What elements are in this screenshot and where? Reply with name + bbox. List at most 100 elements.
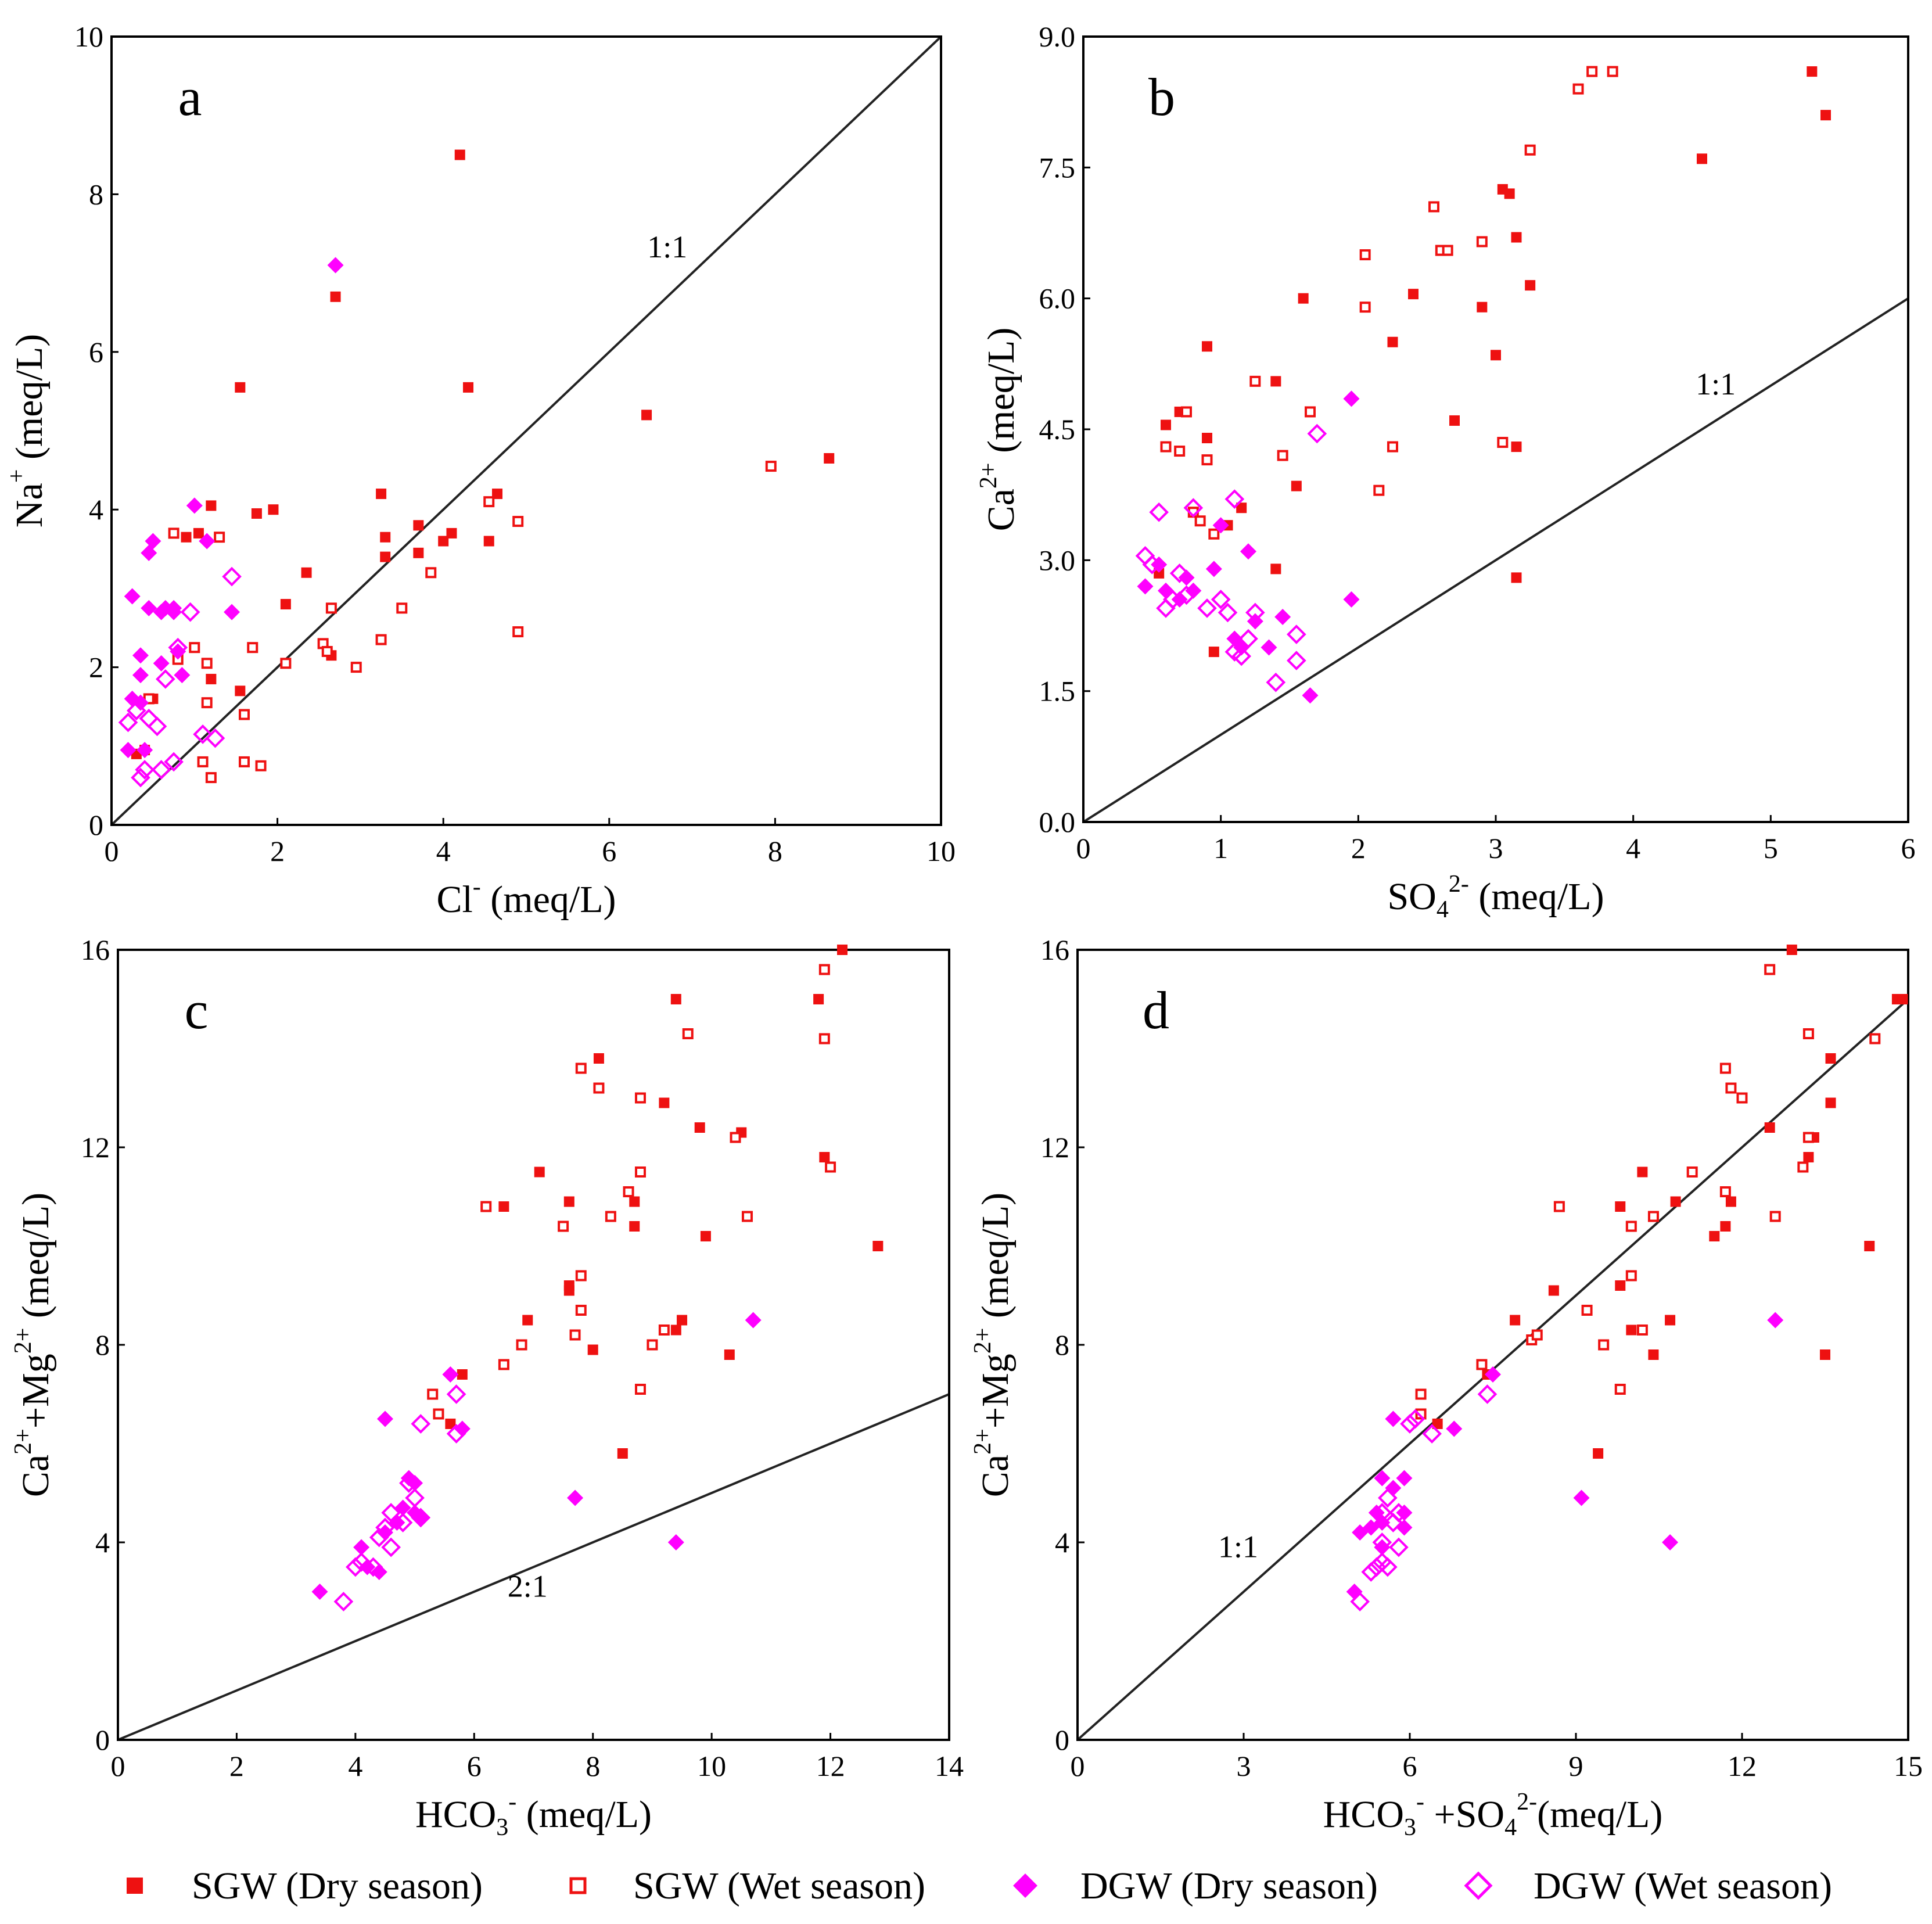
data-point: [325, 602, 337, 614]
data-point: [351, 1552, 371, 1572]
x-tick-label: 9: [1569, 1750, 1583, 1782]
panel-a: 1:1 0 2 4 6 8 10 0 2 4 6 8 10 Cl- (meq/L) Na+ (meq/L) a: [3, 20, 956, 921]
data-point: [1625, 1221, 1637, 1232]
data-point: [1305, 406, 1316, 418]
data-point: [311, 1584, 328, 1600]
data-point: [1211, 590, 1231, 609]
y-axis-title: Ca2++Mg2+ (meq/L): [10, 1193, 57, 1497]
data-point: [1396, 1470, 1413, 1487]
data-point: [206, 673, 217, 684]
data-point: [137, 742, 153, 759]
data-point: [1277, 450, 1288, 461]
y-tick-label: 4.5: [1039, 413, 1076, 446]
data-point: [670, 994, 681, 1004]
data-point: [1709, 1231, 1720, 1241]
data-point: [376, 1524, 393, 1541]
data-point: [1511, 441, 1522, 453]
data-point: [1270, 563, 1281, 575]
data-point: [141, 600, 157, 616]
data-point: [413, 520, 424, 531]
data-point: [1769, 1211, 1781, 1222]
legend-label: DGW (Wet season): [1534, 1865, 1832, 1907]
panel-d: 1:1 0 3 6 9 12 15 0 4 8 12 16 HCO3- +SO42-(meq/L) Ca2…: [969, 934, 1923, 1841]
data-point: [1697, 153, 1707, 164]
y-tick-label: 8: [1055, 1329, 1069, 1361]
data-point: [658, 1324, 670, 1336]
data-point: [375, 1517, 395, 1538]
legend-item: SGW (Wet season): [569, 1865, 925, 1907]
data-point: [1598, 1339, 1610, 1351]
data-point: [1485, 1366, 1501, 1383]
data-point: [1553, 1201, 1565, 1212]
plot-frame: [117, 949, 950, 1741]
data-point: [1736, 1092, 1748, 1104]
data-point: [1647, 1211, 1659, 1222]
data-point: [647, 1339, 658, 1351]
panel-letter: d: [1143, 981, 1169, 1040]
data-point: [1525, 280, 1536, 291]
x-tick-label: 14: [935, 1750, 964, 1782]
x-axis-title: HCO3- +SO42-(meq/L): [1323, 1789, 1663, 1841]
data-point: [180, 602, 200, 622]
data-point: [1415, 1388, 1427, 1400]
data-point: [1825, 1053, 1836, 1064]
data-point: [1366, 1557, 1387, 1577]
data-point: [166, 600, 182, 616]
data-point: [700, 1231, 711, 1241]
data-point: [670, 1324, 681, 1336]
data-point: [1637, 1166, 1648, 1178]
data-point: [522, 1315, 533, 1326]
legend-item: DGW (Dry season): [1013, 1865, 1378, 1907]
x-tick-label: 15: [1894, 1750, 1923, 1782]
data-point: [201, 697, 213, 709]
data-point: [1497, 437, 1509, 448]
data-point: [1378, 1557, 1398, 1577]
data-point: [1476, 1359, 1488, 1370]
data-point: [498, 1359, 509, 1370]
data-point: [327, 257, 344, 274]
data-point: [214, 532, 225, 543]
legend-label: SGW (Wet season): [633, 1865, 925, 1907]
data-point: [1372, 1503, 1392, 1523]
data-point: [1287, 624, 1306, 644]
data-point: [1372, 1532, 1392, 1552]
y-tick-label: 0: [89, 809, 103, 841]
data-point: [442, 1366, 459, 1383]
data-point: [1593, 1448, 1604, 1459]
series-3: [311, 1312, 762, 1600]
data-point: [411, 1414, 431, 1434]
legend: SGW (Dry season) SGW (Wet season) DGW (Dry…: [127, 1865, 1832, 1907]
data-point: [1270, 376, 1281, 387]
data-point: [1245, 602, 1265, 623]
data-point: [1719, 1062, 1731, 1074]
data-point: [1476, 236, 1488, 247]
data-point: [1266, 672, 1286, 692]
data-point: [629, 1196, 640, 1207]
data-point: [124, 588, 141, 605]
reference-line-label: 2:1: [508, 1569, 548, 1604]
data-point: [741, 1211, 753, 1222]
data-point: [131, 767, 150, 788]
data-point: [483, 496, 495, 508]
data-point: [587, 1344, 598, 1355]
data-point: [405, 1488, 425, 1508]
data-point: [321, 645, 333, 657]
data-point: [238, 709, 250, 720]
data-point: [1389, 1537, 1409, 1557]
data-point: [534, 1166, 545, 1178]
data-point: [235, 382, 246, 393]
data-point: [1212, 517, 1229, 534]
y-tick-label: 0: [1055, 1724, 1069, 1756]
data-point: [181, 532, 192, 543]
data-point: [1240, 543, 1256, 560]
data-point: [1504, 188, 1515, 199]
data-point: [1385, 1410, 1402, 1427]
data-point: [201, 658, 213, 669]
data-point: [1158, 582, 1174, 599]
data-point: [446, 1424, 466, 1444]
series-2: [1415, 964, 1881, 1420]
y-tick-label: 2: [89, 651, 103, 684]
data-point: [765, 461, 777, 472]
data-point: [1374, 1539, 1391, 1556]
data-point: [1477, 1384, 1498, 1404]
